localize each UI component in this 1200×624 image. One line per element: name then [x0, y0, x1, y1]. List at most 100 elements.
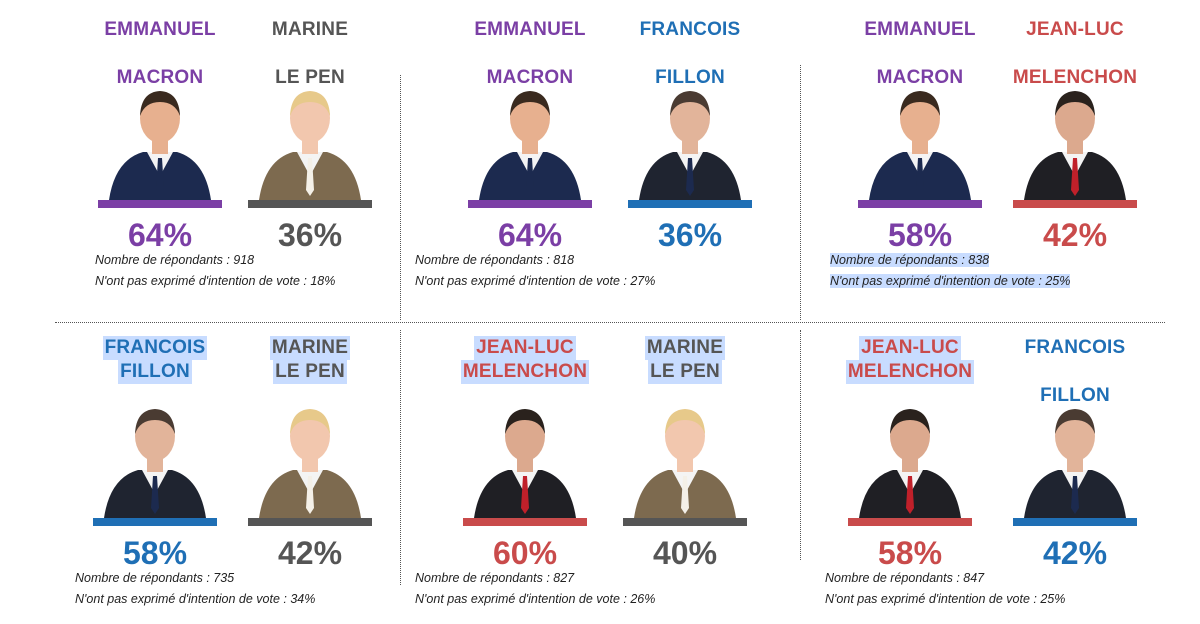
- candidate-portrait: [1020, 80, 1130, 200]
- matchup-panel: FRANCOIS FILLON 58% MARINE LE PEN 42% Nombre d…: [40, 318, 400, 618]
- candidate-name-line: EMMANUEL: [474, 19, 586, 40]
- matchup-panel: EMMANUEL MACRON 64% FRANCOIS FILLON 36% Nombre…: [405, 0, 765, 300]
- candidate-name-line: FRANCOIS: [639, 19, 741, 40]
- vote-percentage: 36%: [277, 217, 343, 253]
- divider-vertical-4: [800, 330, 801, 560]
- candidate-name: JEAN-LUC MELENCHON: [455, 336, 595, 384]
- candidate-color-bar: [858, 200, 982, 208]
- candidate-photo: [634, 409, 736, 518]
- candidate-color-bar: [623, 518, 747, 526]
- candidate-name-line: LE PEN: [275, 67, 345, 88]
- vote-percentage: 58%: [887, 217, 953, 253]
- candidate-name: FRANCOIS FILLON: [620, 18, 760, 114]
- candidate-color-bar: [1013, 200, 1137, 208]
- candidate-portrait: [630, 398, 740, 518]
- candidate-color-bar: [1013, 518, 1137, 526]
- candidate-color-bar: [848, 518, 972, 526]
- candidate-name-line: LE PEN: [273, 360, 347, 384]
- candidate-name-line: JEAN-LUC: [474, 336, 576, 360]
- candidate-name: MARINE LE PEN: [240, 336, 380, 384]
- respondents-count: Nombre de répondants : 838: [830, 253, 990, 267]
- no-intention-rate: N'ont pas exprimé d'intention de vote : …: [825, 592, 1066, 606]
- candidate-name: JEAN-LUC MELENCHON: [1005, 18, 1145, 114]
- candidate-name: JEAN-LUC MELENCHON: [840, 336, 980, 384]
- candidate-color-bar: [248, 518, 372, 526]
- panel-footnote: Nombre de répondants : 847 N'ont pas expr…: [825, 568, 1155, 610]
- matchup-panel: EMMANUEL MACRON 64% MARINE LE PEN 36% Nombre d…: [40, 0, 400, 300]
- candidate-portrait: [1020, 398, 1130, 518]
- candidate-name-line: FILLON: [118, 360, 192, 384]
- candidate-name: FRANCOIS FILLON: [85, 336, 225, 384]
- candidate-name: MARINE LE PEN: [615, 336, 755, 384]
- candidate-name-line: JEAN-LUC: [859, 336, 961, 360]
- vote-percentage: 42%: [277, 535, 343, 571]
- candidate-color-bar: [628, 200, 752, 208]
- respondents-count: Nombre de répondants : 735: [75, 571, 235, 585]
- respondents-count: Nombre de répondants : 818: [415, 253, 575, 267]
- candidate-name-line: EMMANUEL: [104, 19, 216, 40]
- candidate-name-line: MACRON: [876, 67, 964, 88]
- divider-vertical-1: [400, 75, 401, 320]
- candidate-color-bar: [93, 518, 217, 526]
- candidate-portrait: [255, 80, 365, 200]
- candidate-photo: [859, 409, 961, 518]
- candidate-portrait: [470, 398, 580, 518]
- matchup-panel: EMMANUEL MACRON 58% JEAN-LUC MELENCHON 42% Nom…: [795, 0, 1155, 300]
- candidate-name-line: MARINE: [271, 19, 349, 40]
- candidate-color-bar: [468, 200, 592, 208]
- candidate-name-line: MACRON: [116, 67, 204, 88]
- candidate-photo: [869, 91, 971, 200]
- vote-percentage: 42%: [1042, 535, 1108, 571]
- candidate-portrait: [475, 80, 585, 200]
- divider-vertical-3: [400, 330, 401, 585]
- vote-percentage: 40%: [652, 535, 718, 571]
- candidate-name: EMMANUEL MACRON: [850, 18, 990, 114]
- candidate-color-bar: [463, 518, 587, 526]
- candidate-name: MARINE LE PEN: [240, 18, 380, 114]
- candidate-photo: [109, 91, 211, 200]
- candidate-name-line: EMMANUEL: [864, 19, 976, 40]
- candidate-photo: [104, 409, 206, 518]
- candidate-color-bar: [98, 200, 222, 208]
- candidate-name: FRANCOIS FILLON: [1005, 336, 1145, 432]
- candidate-name-line: MELENCHON: [845, 360, 975, 384]
- candidate-name-line: JEAN-LUC: [1026, 19, 1124, 40]
- candidate-portrait: [865, 80, 975, 200]
- candidate-photo: [479, 91, 581, 200]
- candidate-name: EMMANUEL MACRON: [460, 18, 600, 114]
- candidate-name-line: MARINE: [644, 336, 726, 360]
- candidate-color-bar: [248, 200, 372, 208]
- no-intention-rate: N'ont pas exprimé d'intention de vote : …: [75, 592, 316, 606]
- candidate-name-line: FILLON: [1040, 385, 1110, 406]
- candidate-name: EMMANUEL MACRON: [90, 18, 230, 114]
- candidate-photo: [1024, 409, 1126, 518]
- divider-vertical-2: [800, 65, 801, 320]
- candidate-photo: [639, 91, 741, 200]
- respondents-count: Nombre de répondants : 827: [415, 571, 575, 585]
- panel-footnote: Nombre de répondants : 838 N'ont pas expr…: [830, 250, 1160, 292]
- vote-percentage: 36%: [657, 217, 723, 253]
- candidate-name-line: MACRON: [486, 67, 574, 88]
- vote-percentage: 58%: [877, 535, 943, 571]
- divider-horizontal: [55, 322, 1165, 323]
- candidate-portrait: [855, 398, 965, 518]
- vote-percentage: 60%: [492, 535, 558, 571]
- matchup-panel: JEAN-LUC MELENCHON 58% FRANCOIS FILLON 42% Nom…: [795, 318, 1155, 618]
- candidate-name-line: MELENCHON: [460, 360, 590, 384]
- no-intention-rate: N'ont pas exprimé d'intention de vote : …: [415, 274, 656, 288]
- candidate-photo: [1024, 91, 1126, 200]
- panel-footnote: Nombre de répondants : 827 N'ont pas expr…: [415, 568, 745, 610]
- candidate-portrait: [635, 80, 745, 200]
- no-intention-rate: N'ont pas exprimé d'intention de vote : …: [95, 274, 336, 288]
- candidate-name-line: MARINE: [269, 336, 351, 360]
- matchup-panel: JEAN-LUC MELENCHON 60% MARINE LE PEN 40% Nombr…: [405, 318, 765, 618]
- vote-percentage: 64%: [497, 217, 563, 253]
- no-intention-rate: N'ont pas exprimé d'intention de vote : …: [830, 274, 1071, 288]
- respondents-count: Nombre de répondants : 847: [825, 571, 985, 585]
- panel-footnote: Nombre de répondants : 818 N'ont pas expr…: [415, 250, 745, 292]
- candidate-portrait: [100, 398, 210, 518]
- candidate-name-line: LE PEN: [648, 360, 722, 384]
- candidate-photo: [259, 91, 361, 200]
- candidate-name-line: MELENCHON: [1012, 67, 1138, 88]
- panel-footnote: Nombre de répondants : 735 N'ont pas expr…: [75, 568, 405, 610]
